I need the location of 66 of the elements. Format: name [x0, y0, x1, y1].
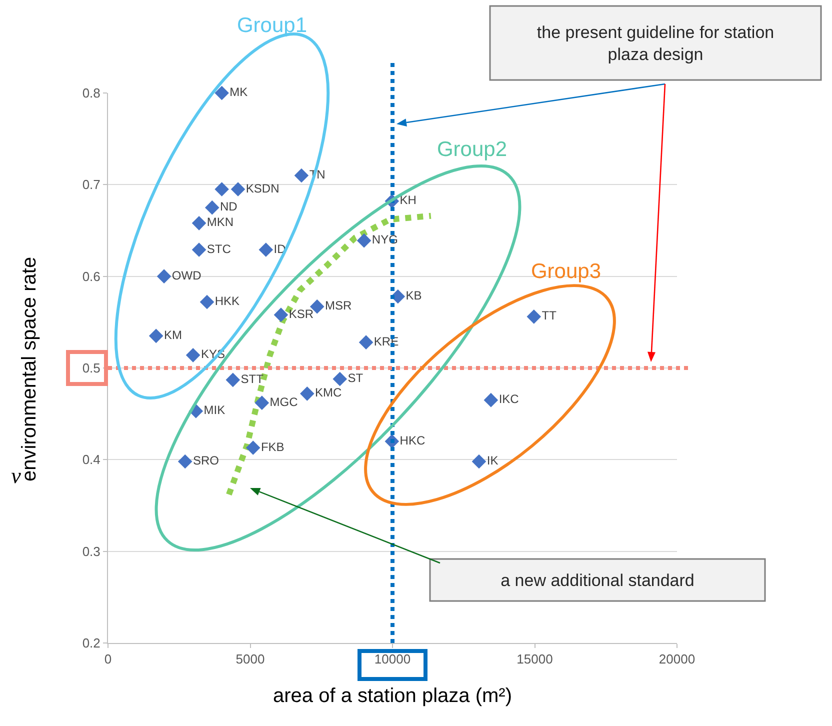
series-label: HKC: [400, 433, 426, 448]
x-axis-title: area of a station plaza (m²): [273, 685, 512, 708]
series-label: ND: [220, 200, 238, 214]
series-label: FKB: [260, 440, 284, 454]
point: [192, 216, 206, 230]
series-label: KSDN: [246, 181, 280, 196]
x-tick-label: 20000: [658, 652, 696, 667]
annotation: Group2: [436, 138, 508, 161]
series-label: KH: [400, 193, 416, 208]
point: [254, 396, 270, 410]
x-tick-label: 0: [104, 652, 112, 667]
series-label: KB: [406, 288, 422, 302]
x-tick-label: 15000: [516, 652, 553, 667]
point: [214, 86, 229, 100]
point: [300, 386, 314, 401]
point: [472, 454, 486, 469]
y-tick-label: 0.7: [82, 177, 100, 192]
y-tick-label: 0.5: [82, 360, 100, 376]
point: [186, 348, 200, 362]
series-label: MKN: [206, 215, 234, 230]
text: the present guideline for station plaza design: [536, 23, 774, 64]
point: [148, 328, 164, 344]
series-label: SRO: [192, 454, 219, 468]
series-label: KSR: [288, 306, 314, 321]
series-label: MK: [230, 85, 248, 99]
series-label: STT: [240, 372, 264, 386]
series-label: TT: [542, 308, 558, 323]
series-label: MIK: [204, 403, 226, 418]
y-tick-label: 0.4: [82, 452, 100, 468]
series-label: KM: [164, 328, 182, 342]
series-label: IK: [486, 454, 498, 468]
x-tick-label: 10000: [374, 652, 411, 667]
point: [178, 454, 192, 469]
annotation: Group3: [530, 260, 602, 283]
series-label: HKK: [214, 294, 240, 308]
series-label: MSR: [324, 298, 352, 313]
y-tick-label: 0.8: [82, 86, 100, 101]
series-label: OWD: [172, 268, 202, 282]
point: [332, 372, 348, 386]
y-tick-label: 0.3: [82, 544, 100, 559]
text: Group1: [236, 14, 308, 37]
series-label: IKC: [498, 392, 520, 406]
series-label: ST: [348, 371, 364, 385]
point: [358, 335, 374, 350]
point: [246, 440, 260, 455]
point: [274, 308, 288, 322]
series-label: KMC: [315, 386, 342, 400]
series-label: MGC: [270, 394, 298, 409]
series-label: STC: [206, 242, 232, 256]
x-tick-label: 5000: [236, 652, 265, 667]
text: v: [11, 463, 22, 488]
point: [214, 182, 229, 196]
point: [294, 168, 309, 183]
point: [156, 269, 172, 284]
y-tick-label: 0.2: [82, 636, 100, 651]
point: [192, 242, 206, 257]
point: [526, 310, 542, 324]
point: [226, 372, 240, 388]
point: [230, 182, 246, 196]
point: [484, 392, 498, 408]
annotation: a new additional standard: [500, 571, 694, 590]
y-tick-label: 0.6: [82, 268, 100, 284]
point: [200, 294, 214, 310]
point: [258, 242, 274, 257]
point: [356, 233, 372, 248]
point: [204, 200, 220, 215]
